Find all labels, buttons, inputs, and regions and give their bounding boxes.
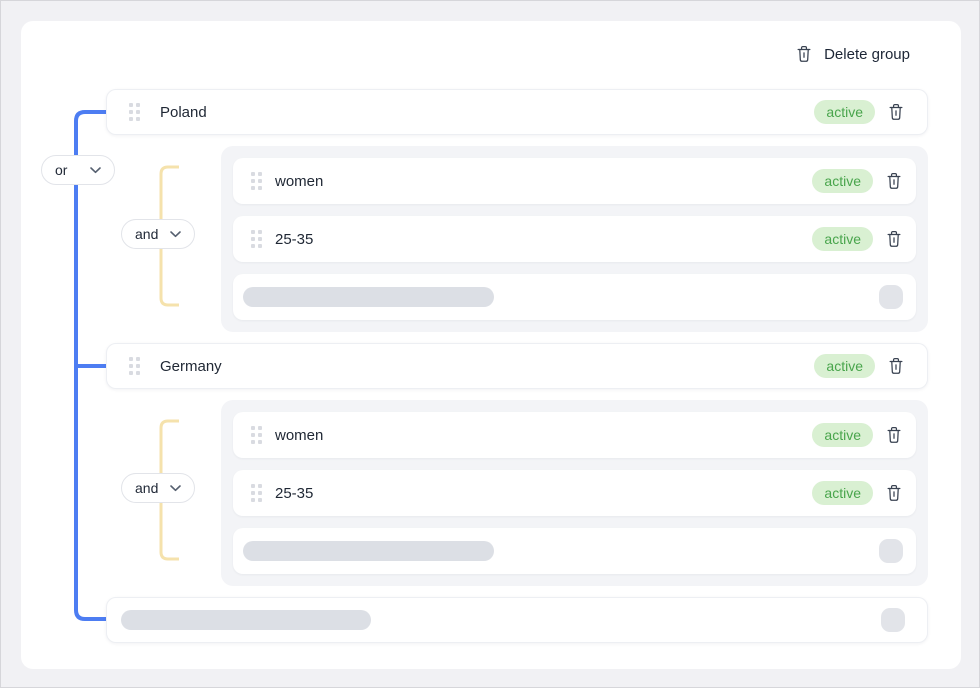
drag-handle-icon[interactable] bbox=[251, 172, 262, 190]
group-header-row-poland[interactable]: Poland active bbox=[106, 89, 928, 135]
condition-row-women[interactable]: women active bbox=[233, 158, 916, 204]
root-operator-dropdown[interactable]: or bbox=[41, 155, 115, 185]
trash-icon bbox=[797, 45, 811, 62]
skeleton-dot bbox=[879, 539, 903, 563]
condition-label: women bbox=[275, 426, 324, 444]
delete-group-button[interactable]: Delete group bbox=[795, 41, 910, 67]
trash-icon bbox=[887, 484, 901, 501]
placeholder-condition-row bbox=[233, 528, 916, 574]
delete-row-button[interactable] bbox=[887, 356, 905, 376]
trash-icon bbox=[889, 103, 903, 120]
chevron-down-icon bbox=[90, 166, 101, 173]
delete-row-button[interactable] bbox=[887, 102, 905, 122]
skeleton-bar bbox=[243, 541, 494, 561]
status-badge: active bbox=[812, 169, 873, 193]
operator-label: and bbox=[135, 226, 159, 242]
drag-handle-icon[interactable] bbox=[251, 484, 262, 502]
operator-label: or bbox=[55, 162, 68, 178]
skeleton-bar bbox=[243, 287, 494, 307]
drag-handle-icon[interactable] bbox=[251, 230, 262, 248]
drag-handle-icon[interactable] bbox=[129, 357, 140, 375]
placeholder-condition-row bbox=[233, 274, 916, 320]
skeleton-dot bbox=[881, 608, 905, 632]
trash-icon bbox=[887, 230, 901, 247]
condition-label: 25-35 bbox=[275, 484, 314, 502]
delete-row-button[interactable] bbox=[885, 425, 903, 445]
status-badge: active bbox=[814, 354, 875, 378]
group-operator-dropdown-poland[interactable]: and bbox=[121, 219, 195, 249]
delete-row-button[interactable] bbox=[885, 229, 903, 249]
condition-row-women[interactable]: women active bbox=[233, 412, 916, 458]
conditions-panel-poland: women active 25-35 active bbox=[221, 146, 928, 332]
chevron-down-icon bbox=[170, 230, 181, 237]
trash-icon bbox=[889, 357, 903, 374]
group-operator-dropdown-germany[interactable]: and bbox=[121, 473, 195, 503]
placeholder-group-row bbox=[106, 597, 928, 643]
chevron-down-icon bbox=[170, 484, 181, 491]
drag-handle-icon[interactable] bbox=[129, 103, 140, 121]
operator-label: and bbox=[135, 480, 159, 496]
trash-icon bbox=[887, 172, 901, 189]
status-badge: active bbox=[812, 481, 873, 505]
condition-label: women bbox=[275, 172, 324, 190]
skeleton-bar bbox=[121, 610, 371, 630]
delete-row-button[interactable] bbox=[885, 483, 903, 503]
delete-group-label: Delete group bbox=[824, 45, 910, 63]
conditions-panel-germany: women active 25-35 active bbox=[221, 400, 928, 586]
group-name-label: Germany bbox=[160, 357, 222, 375]
status-badge: active bbox=[814, 100, 875, 124]
trash-icon bbox=[887, 426, 901, 443]
group-name-label: Poland bbox=[160, 103, 207, 121]
drag-handle-icon[interactable] bbox=[251, 426, 262, 444]
condition-row-25-35[interactable]: 25-35 active bbox=[233, 470, 916, 516]
status-badge: active bbox=[812, 423, 873, 447]
condition-label: 25-35 bbox=[275, 230, 314, 248]
status-badge: active bbox=[812, 227, 873, 251]
condition-row-25-35[interactable]: 25-35 active bbox=[233, 216, 916, 262]
delete-row-button[interactable] bbox=[885, 171, 903, 191]
skeleton-dot bbox=[879, 285, 903, 309]
group-header-row-germany[interactable]: Germany active bbox=[106, 343, 928, 389]
